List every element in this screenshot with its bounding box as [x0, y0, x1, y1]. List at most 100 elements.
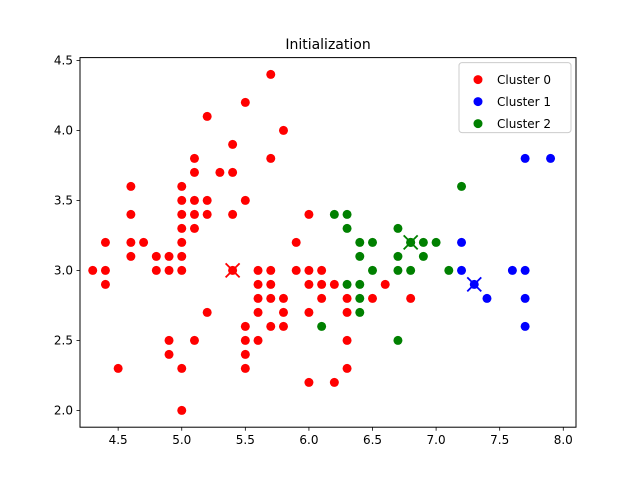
- series-0: [88, 69, 416, 415]
- data-point: [342, 279, 352, 289]
- data-point: [355, 307, 365, 317]
- y-tick-label: 4.5: [54, 53, 73, 67]
- data-point: [393, 251, 403, 261]
- data-point: [418, 237, 428, 247]
- centroid-cross: [466, 276, 482, 293]
- data-point: [177, 251, 187, 261]
- data-point: [546, 153, 556, 163]
- centroid-cross: [403, 234, 419, 251]
- data-point: [240, 195, 250, 205]
- data-point: [380, 279, 390, 289]
- legend-label: Cluster 2: [497, 117, 551, 131]
- data-point: [151, 251, 161, 261]
- data-point: [240, 321, 250, 331]
- legend-label: Cluster 1: [497, 95, 551, 109]
- axes-frame: [79, 57, 577, 428]
- data-point: [317, 279, 327, 289]
- data-point: [100, 237, 110, 247]
- data-point: [278, 321, 288, 331]
- data-point: [520, 265, 530, 275]
- data-point: [329, 377, 339, 387]
- data-point: [164, 251, 174, 261]
- data-point: [189, 195, 199, 205]
- data-point: [393, 223, 403, 233]
- data-point: [88, 265, 98, 275]
- data-point: [317, 321, 327, 331]
- legend: Cluster 0 Cluster 1 Cluster 2: [458, 62, 572, 134]
- data-point: [342, 293, 352, 303]
- data-point: [368, 293, 378, 303]
- x-tick-label: 5.5: [236, 433, 255, 447]
- data-point: [164, 335, 174, 345]
- data-point: [215, 167, 225, 177]
- data-point: [266, 321, 276, 331]
- data-point: [520, 153, 530, 163]
- data-point: [304, 265, 314, 275]
- data-point: [304, 279, 314, 289]
- data-point: [431, 237, 441, 247]
- legend-entry: Cluster 0: [473, 73, 551, 87]
- data-point: [406, 293, 416, 303]
- data-point: [189, 335, 199, 345]
- data-point: [202, 209, 212, 219]
- legend-entry: Cluster 2: [473, 117, 551, 131]
- data-point: [507, 265, 517, 275]
- data-point: [126, 251, 136, 261]
- data-point: [342, 223, 352, 233]
- y-tick-label: 2.0: [54, 403, 73, 417]
- data-point: [100, 279, 110, 289]
- series-1: [457, 153, 556, 331]
- data-point: [253, 307, 263, 317]
- data-point: [253, 335, 263, 345]
- data-point: [304, 307, 314, 317]
- data-point: [126, 209, 136, 219]
- legend-label: Cluster 0: [497, 73, 551, 87]
- data-point: [393, 335, 403, 345]
- data-point: [177, 181, 187, 191]
- data-point: [278, 293, 288, 303]
- legend-marker: [473, 97, 483, 107]
- data-point: [355, 237, 365, 247]
- data-point: [177, 209, 187, 219]
- data-point: [342, 307, 352, 317]
- data-point: [329, 279, 339, 289]
- data-point: [202, 111, 212, 121]
- data-point: [189, 153, 199, 163]
- data-point: [177, 405, 187, 415]
- data-point: [482, 293, 492, 303]
- data-point: [406, 265, 416, 275]
- data-point: [164, 349, 174, 359]
- points-layer: [88, 69, 556, 415]
- data-point: [368, 237, 378, 247]
- data-point: [317, 265, 327, 275]
- legend-marker: [473, 75, 483, 85]
- data-point: [126, 181, 136, 191]
- y-tick-label: 4.0: [54, 123, 73, 137]
- data-point: [266, 69, 276, 79]
- data-point: [189, 167, 199, 177]
- data-point: [202, 307, 212, 317]
- data-point: [457, 237, 467, 247]
- data-point: [342, 363, 352, 373]
- data-point: [520, 321, 530, 331]
- y-axis: 2.0 2.5 3.0 3.5 4.0 4.5: [54, 53, 80, 417]
- data-point: [253, 279, 263, 289]
- data-point: [164, 265, 174, 275]
- data-point: [228, 209, 238, 219]
- data-point: [342, 335, 352, 345]
- data-point: [342, 209, 352, 219]
- data-point: [329, 209, 339, 219]
- x-tick-label: 8.0: [554, 433, 573, 447]
- legend-entry: Cluster 1: [473, 95, 551, 109]
- data-point: [291, 237, 301, 247]
- data-point: [393, 265, 403, 275]
- data-point: [228, 139, 238, 149]
- data-point: [418, 251, 428, 261]
- data-point: [139, 237, 149, 247]
- data-point: [177, 223, 187, 233]
- y-tick-label: 3.5: [54, 193, 73, 207]
- centroid-layer: [224, 234, 482, 293]
- data-point: [520, 293, 530, 303]
- data-point: [355, 293, 365, 303]
